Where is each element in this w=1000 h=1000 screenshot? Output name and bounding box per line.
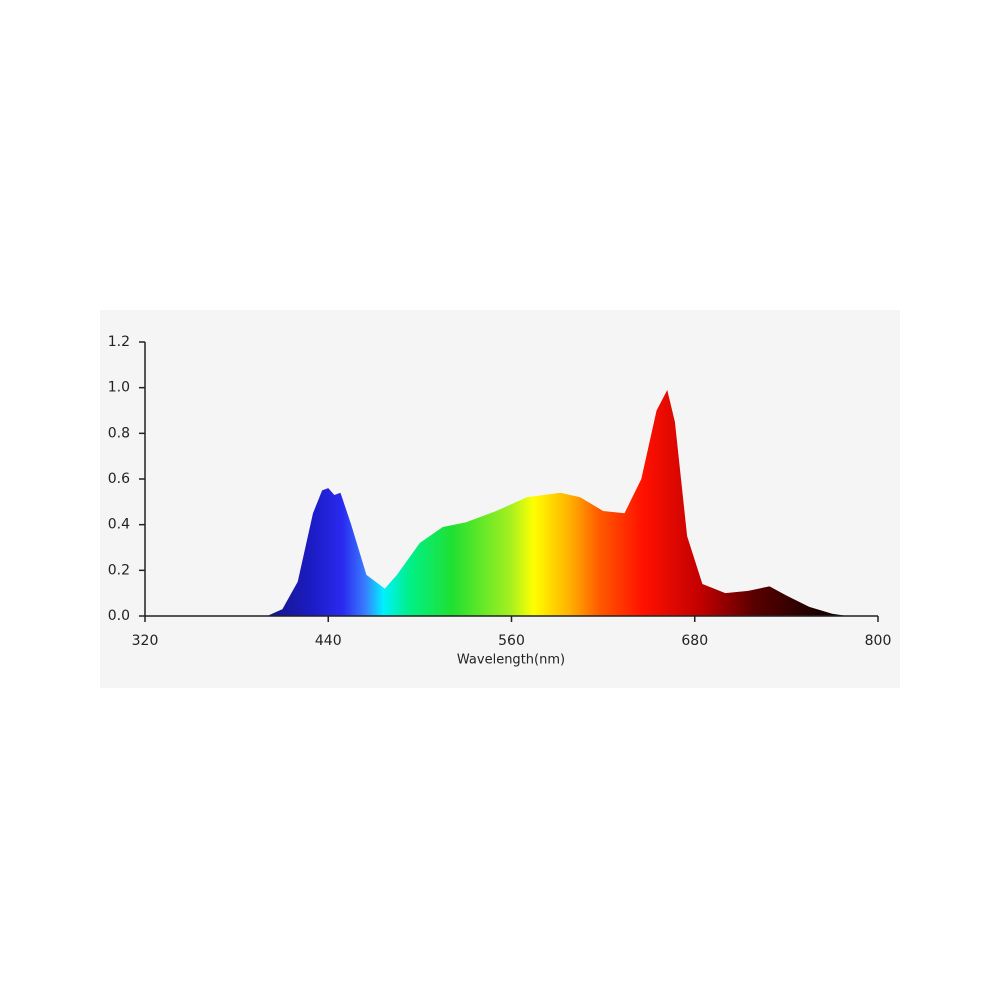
- x-tick-label: 560: [498, 633, 525, 649]
- y-tick-label: 0.6: [108, 471, 130, 487]
- y-tick-label: 0.8: [108, 425, 130, 441]
- spectrum-area: [267, 389, 848, 616]
- y-tick-label: 1.0: [108, 380, 130, 396]
- y-tick-label: 0.0: [108, 608, 130, 624]
- x-tick-label: 320: [132, 633, 159, 649]
- y-tick-label: 0.4: [108, 517, 130, 533]
- plot-background: [100, 310, 900, 688]
- y-tick-label: 0.2: [108, 562, 130, 578]
- x-tick-label: 800: [865, 633, 892, 649]
- x-axis-label: Wavelength(nm): [457, 653, 565, 668]
- y-tick-label: 1.2: [108, 334, 130, 350]
- x-tick-label: 680: [681, 633, 708, 649]
- x-tick-label: 440: [315, 633, 342, 649]
